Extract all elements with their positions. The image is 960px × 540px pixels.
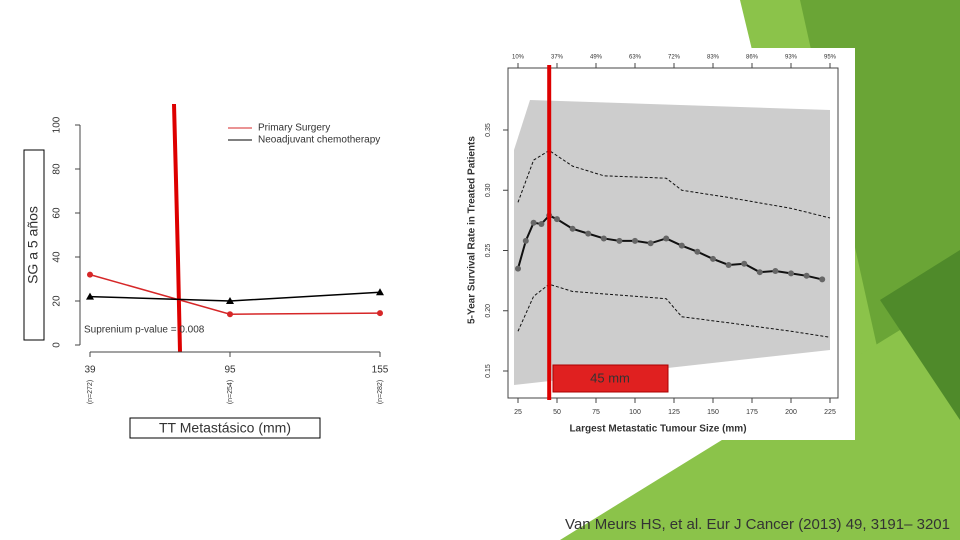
- y-tick-label: 0.15: [485, 364, 492, 378]
- marker: [725, 261, 732, 268]
- marker: [678, 242, 685, 249]
- marker: [86, 292, 94, 300]
- x-tick-label: 75: [592, 409, 600, 416]
- y-tick-label: 100: [52, 116, 63, 133]
- marker: [569, 225, 576, 232]
- marker: [226, 297, 234, 304]
- y-tick-label: 0.25: [485, 244, 492, 258]
- marker: [788, 270, 794, 277]
- marker: [694, 248, 701, 255]
- x-axis-label: TT Metastásico (mm): [159, 420, 291, 436]
- marker: [663, 235, 670, 242]
- x-tick-label: 225: [824, 409, 836, 416]
- x2-tick-label: 10%: [512, 55, 525, 61]
- marker: [741, 260, 748, 267]
- x2-tick-label: 95%: [824, 55, 837, 61]
- x2-tick-label: 86%: [746, 55, 759, 61]
- marker: [376, 288, 384, 296]
- marker: [756, 269, 763, 276]
- y-tick-label: 20: [52, 295, 63, 307]
- y-tick-label: 0.35: [485, 123, 492, 137]
- marker: [632, 237, 638, 244]
- x-tick-label: 100: [629, 409, 641, 416]
- marker: [819, 276, 826, 283]
- series-line: [89, 291, 381, 302]
- marker: [600, 235, 607, 242]
- threshold-label: 45 mm: [590, 370, 630, 385]
- y-tick-label: 40: [52, 251, 63, 263]
- marker: [803, 272, 810, 279]
- y-tick-label: 0: [52, 342, 63, 348]
- marker: [647, 240, 654, 247]
- x-sublabel: (n=282): [377, 380, 384, 404]
- y-axis-label: 5-Year Survival Rate in Treated Patients: [467, 136, 478, 324]
- y-tick-label: 0.30: [485, 183, 492, 197]
- xlabel-box: [129, 417, 321, 439]
- legend-label: Primary Surgery: [258, 123, 330, 134]
- x2-tick-label: 37%: [551, 55, 564, 61]
- x-tick-label: 150: [707, 409, 719, 416]
- scatter-cloud: [514, 100, 830, 385]
- threshold-line: [172, 103, 182, 353]
- ylabel-box: [23, 149, 45, 341]
- marker: [515, 265, 521, 272]
- marker: [585, 230, 592, 237]
- marker: [522, 237, 529, 244]
- x-axis-label: Largest Metastatic Tumour Size (mm): [569, 424, 746, 435]
- x2-tick-label: 83%: [707, 55, 720, 61]
- x-tick-label: 50: [553, 409, 561, 416]
- marker: [377, 310, 383, 317]
- plot-frame: [507, 67, 839, 399]
- x-tick-label: 125: [668, 409, 680, 416]
- x2-tick-label: 93%: [785, 55, 798, 61]
- x-tick-label: 39: [84, 365, 96, 376]
- marker: [554, 216, 560, 223]
- y-tick-label: 60: [52, 207, 63, 219]
- threshold-box: [552, 364, 669, 393]
- series-line: [517, 149, 831, 219]
- marker: [616, 237, 623, 244]
- marker: [772, 267, 779, 274]
- x-tick-label: 95: [224, 365, 236, 376]
- decor: [880, 250, 960, 420]
- x-tick-label: 25: [514, 409, 522, 416]
- x-sublabel: (n=254): [227, 380, 234, 404]
- marker: [530, 219, 537, 226]
- y-tick-label: 80: [52, 163, 63, 175]
- x-tick-label: 155: [372, 365, 389, 376]
- x-sublabel: (n=272): [87, 380, 94, 404]
- annotation: Suprenium p-value = 0.008: [84, 325, 205, 336]
- citation: Van Meurs HS, et al. Eur J Cancer (2013)…: [565, 516, 950, 533]
- legend-label: Neoadjuvant chemotherapy: [258, 135, 380, 146]
- marker: [227, 311, 233, 318]
- marker: [710, 255, 716, 262]
- marker: [538, 220, 545, 227]
- series-line: [517, 283, 831, 338]
- x-tick-label: 175: [746, 409, 758, 416]
- x2-tick-label: 72%: [668, 55, 681, 61]
- y-axis-label: SG a 5 años: [25, 206, 41, 284]
- x2-tick-label: 49%: [590, 55, 603, 61]
- x2-tick-label: 63%: [629, 55, 642, 61]
- y-tick-label: 0.20: [485, 304, 492, 318]
- x-tick-label: 200: [785, 409, 797, 416]
- marker: [87, 271, 93, 278]
